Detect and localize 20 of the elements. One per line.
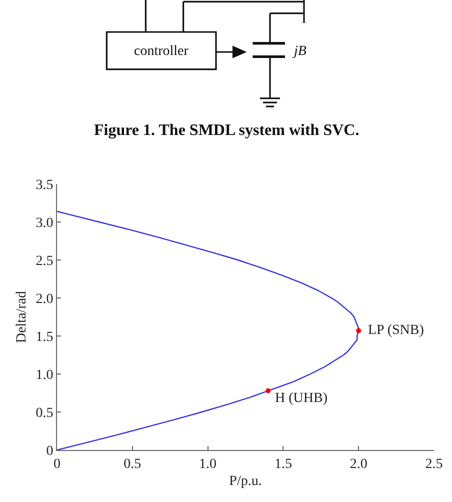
y-tick-label: 2.5 — [36, 254, 54, 269]
x-tick-label: 1.0 — [199, 456, 217, 472]
annotation: H (UHB) — [275, 391, 328, 406]
y-tick-label: 1.0 — [36, 368, 54, 383]
x-tick-label: 2.0 — [350, 456, 368, 472]
x-tick-label: 2.5 — [425, 456, 443, 472]
text: controller — [134, 44, 189, 59]
y-axis-title: Delta/rad — [14, 290, 30, 344]
y-tick-label: 2.0 — [36, 292, 54, 307]
y-tick-label: 3.5 — [36, 178, 54, 193]
text: jB — [292, 44, 307, 59]
y-tick-label: 1.5 — [36, 330, 54, 345]
caption: Figure 1. The SMDL system with SVC. — [94, 122, 360, 139]
x-tick-label: 1.5 — [274, 456, 292, 472]
y-tick-label: 3.0 — [36, 216, 54, 231]
x-axis-title: P/p.u. — [229, 474, 262, 490]
y-tick-label: 0 — [46, 444, 54, 459]
annotation: LP (SNB) — [368, 323, 424, 338]
x-tick-label: 0.5 — [124, 456, 142, 472]
y-tick-label: 0.5 — [36, 406, 54, 421]
